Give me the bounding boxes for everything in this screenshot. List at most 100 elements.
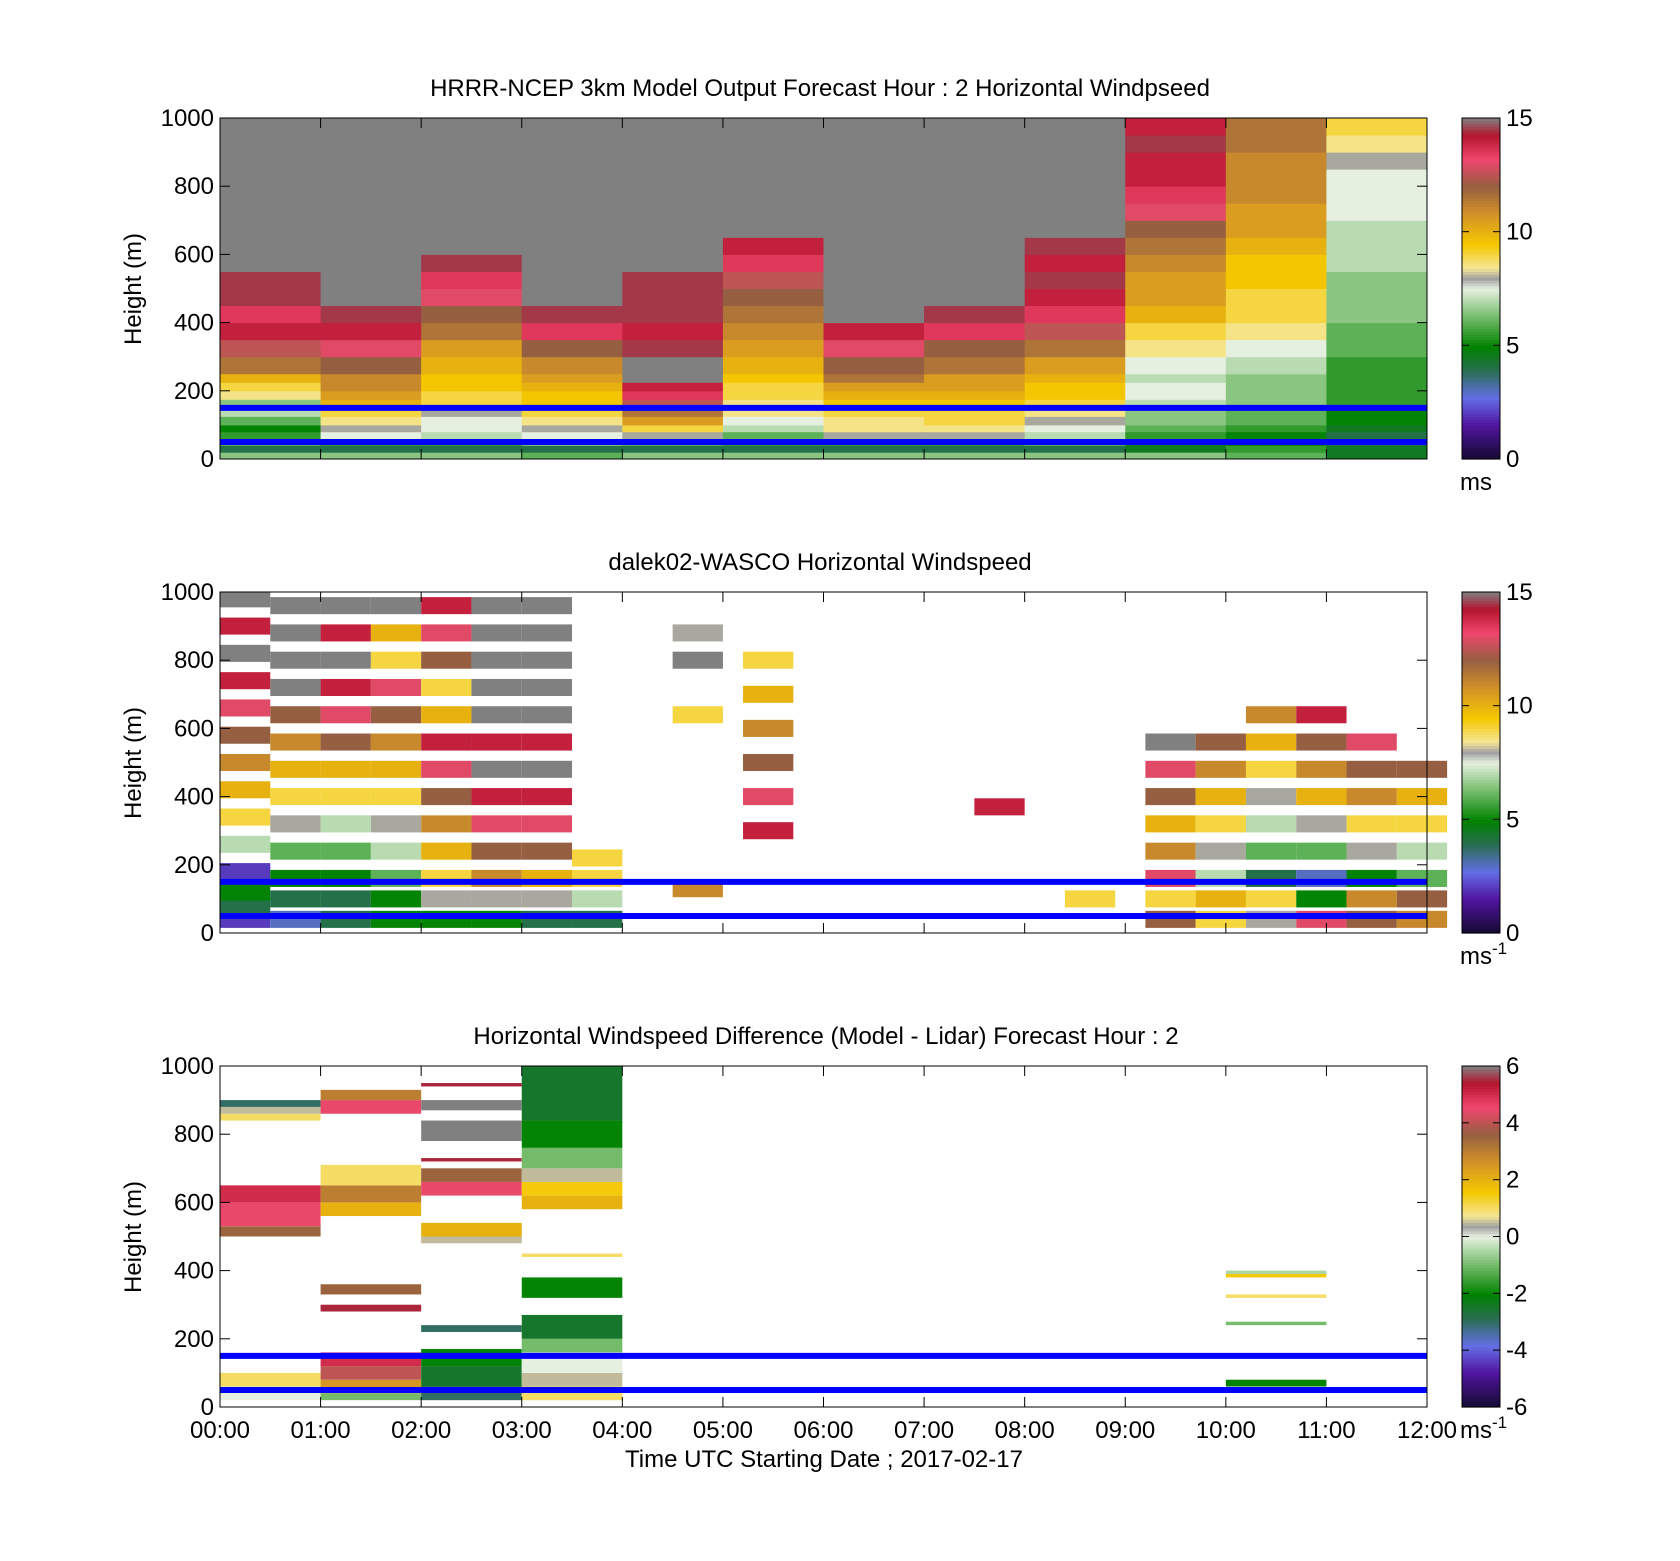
heatmap-cell (924, 416, 1026, 426)
colorbar-segment (1462, 881, 1500, 886)
heatmap-cell (622, 416, 724, 426)
heatmap-cell (1125, 322, 1227, 341)
panel2-title: dalek02-WASCO Horizontal Windspeed (608, 549, 1031, 576)
heatmap-cell (521, 815, 573, 833)
heatmap-cell (421, 788, 472, 806)
heatmap-cell (722, 254, 824, 272)
colorbar-segment (1462, 597, 1500, 602)
heatmap-cell (1024, 407, 1126, 417)
colorbar-segment (1462, 1347, 1500, 1351)
heatmap-cell (1024, 322, 1126, 341)
colorbar-segment (1462, 163, 1500, 167)
y-tick-label: 400 (174, 310, 214, 337)
heatmap-cell (1145, 788, 1196, 806)
heatmap-cell (421, 1168, 522, 1182)
colorbar-segment (1462, 802, 1500, 806)
colorbar-segment (1462, 299, 1500, 304)
heatmap-cell (622, 186, 724, 204)
heatmap-cell (320, 390, 422, 400)
colorbar-segment (1462, 1318, 1500, 1323)
colorbar-segment (1462, 1128, 1500, 1132)
heatmap-cell (220, 445, 322, 453)
colorbar-segment (1462, 439, 1500, 443)
colorbar-segment (1462, 833, 1500, 837)
heatmap-cell (521, 1181, 623, 1196)
colorbar-segment (1462, 336, 1500, 341)
heatmap-cell (220, 322, 322, 341)
colorbar-segment (1462, 387, 1500, 392)
heatmap-cell (421, 399, 523, 409)
colorbar-segment (1462, 790, 1500, 795)
heatmap-cell (1125, 445, 1227, 453)
heatmap-cell (622, 445, 724, 453)
heatmap-cell (722, 382, 824, 392)
colorbar-tick-label: 10 (1506, 693, 1533, 720)
heatmap-cell (622, 373, 724, 383)
colorbar-segment (1462, 768, 1500, 772)
heatmap-cell (270, 842, 321, 860)
heatmap-cell (924, 152, 1026, 170)
heatmap-cell (1346, 760, 1397, 778)
heatmap-cell (1245, 788, 1297, 806)
colorbar-segment (1462, 816, 1500, 820)
colorbar-segment (1462, 308, 1500, 312)
colorbar-segment (1462, 268, 1500, 273)
heatmap-cell (220, 424, 322, 433)
heatmap-cell (421, 271, 523, 289)
heatmap-cell (370, 890, 422, 908)
colorbar-segment (1462, 1145, 1500, 1150)
colorbar-segment (1462, 1344, 1500, 1348)
heatmap-cell (220, 382, 322, 392)
heatmap-cell (722, 390, 824, 400)
heatmap-cell (521, 788, 573, 806)
y-tick-label: 1000 (161, 105, 214, 132)
y-tick-label: 800 (174, 647, 214, 674)
heatmap-cell (220, 339, 322, 358)
colorbar-segment (1462, 382, 1500, 386)
heatmap-cell (722, 237, 824, 255)
heatmap-cell (1346, 733, 1397, 751)
y-tick-label: 800 (174, 173, 214, 200)
heatmap-cell (722, 288, 824, 307)
y-tick-label: 200 (174, 1326, 214, 1353)
heatmap-cell (622, 152, 724, 170)
heatmap-cell (823, 407, 925, 417)
colorbar-segment (1462, 896, 1500, 900)
heatmap-cell (1346, 842, 1397, 860)
heatmap-cell (722, 339, 824, 358)
heatmap-cell (1024, 186, 1126, 204)
colorbar-segment (1462, 594, 1500, 599)
colorbar-segment (1462, 742, 1500, 747)
heatmap-cell (320, 706, 371, 724)
heatmap-cell (622, 237, 724, 255)
heatmap-cell (421, 152, 523, 170)
heatmap-cell (974, 798, 1025, 816)
heatmap-cell (1024, 135, 1126, 153)
heatmap-cell (1225, 288, 1327, 307)
colorbar-segment (1462, 331, 1500, 335)
colorbar-segment (1462, 839, 1500, 843)
heatmap-cell (1024, 424, 1126, 433)
colorbar-segment (1462, 773, 1500, 778)
colorbar-segment (1462, 1310, 1500, 1314)
colorbar-segment (1462, 1225, 1500, 1229)
heatmap-cell (471, 597, 522, 615)
colorbar-segment (1462, 450, 1500, 454)
heatmap-cell (622, 169, 724, 187)
heatmap-cell (320, 118, 422, 136)
heatmap-cell (722, 416, 824, 426)
heatmap-cell (220, 863, 271, 881)
heatmap-cell (924, 373, 1026, 383)
heatmap-cell (823, 288, 925, 307)
heatmap-cell (1296, 890, 1347, 908)
heatmap-cell (823, 186, 925, 204)
colorbar-segment (1462, 1077, 1500, 1081)
heatmap-cell (320, 842, 371, 860)
colorbar-segment (1462, 430, 1500, 435)
heatmap-cell (622, 271, 724, 289)
heatmap-cell (320, 1202, 422, 1217)
heatmap-cell (521, 651, 573, 669)
colorbar-segment (1462, 333, 1500, 338)
heatmap-cell (1326, 305, 1428, 324)
